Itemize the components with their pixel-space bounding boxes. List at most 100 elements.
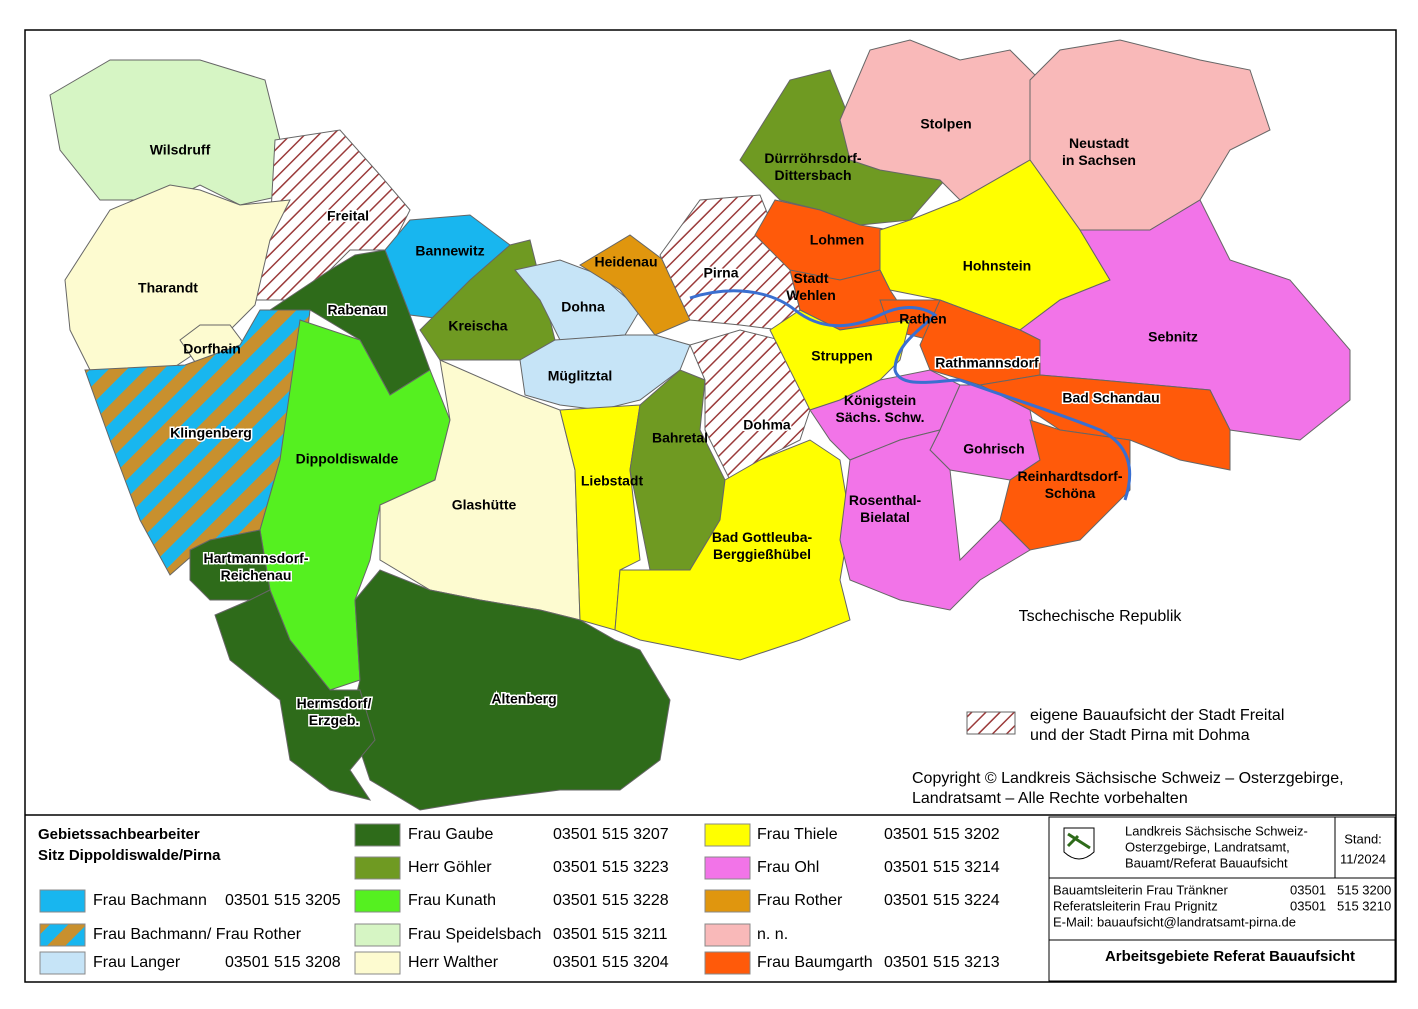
region-label: Bannewitz [415,243,484,259]
legend-swatch [704,823,751,847]
region [614,439,851,661]
region-label: Rathmannsdorf [935,355,1039,371]
region [49,59,286,206]
region [214,589,376,801]
region [689,329,811,481]
region-label: Lohmen [810,232,864,248]
legend-name: n. n. [757,926,788,943]
legend-name: Frau Kunath [408,892,496,909]
hatch-note: und der Stadt Pirna mit Dohma [1030,727,1250,744]
region-label: Dittersbach [774,167,851,183]
region-label: Rabenau [327,302,386,318]
region-label: Reinhardtsdorf- [1018,468,1123,484]
region-label: Wehlen [786,287,836,303]
legend-phone: 03501 515 3205 [225,892,341,909]
region-label: Sebnitz [1148,329,1198,345]
legend-swatch [354,889,401,913]
map-title: Arbeitsgebiete Referat Bauaufsicht [1105,948,1355,965]
legend-swatch [704,951,751,975]
legend-phone: 03501 515 3224 [884,892,1000,909]
authority: Landkreis Sächsische Schweiz- [1125,823,1308,838]
authority: Osterzgebirge, Landratsamt, [1125,839,1290,854]
stand-label: Stand: [1344,831,1382,846]
region-label: Dorfhain [183,341,241,357]
region-label: Stolpen [920,116,971,132]
legend-phone: 03501 515 3214 [884,859,1000,876]
regions [49,39,1351,811]
copyright: Copyright © Landkreis Sächsische Schweiz… [912,770,1344,787]
region-label: Kreischa [448,318,507,334]
region-label: Gohrisch [963,441,1024,457]
legend: Frau Bachmann 03501 515 3205 Frau Bachmann… [39,823,1000,975]
region-label: Hartmannsdorf- [203,550,308,566]
region-label: Dürrröhrsdorf- [764,150,862,166]
legend-swatch [39,951,86,975]
legend-phone: 03501 515 3202 [884,826,1000,843]
legend-name: Frau Bachmann [93,892,207,909]
region-label: Sächs. Schw. [836,409,925,425]
legend-title: Gebietssachbearbeiter [38,826,200,843]
region-label: Erzgeb. [309,712,360,728]
hatch-swatch [966,711,1016,735]
region-label: Neustadt [1069,135,1129,151]
region [978,374,1231,471]
region-label: Berggießhübel [713,546,811,562]
copyright: Landratsamt – Alle Rechte vorbehalten [912,790,1188,807]
region [514,259,641,341]
legend-title: Sitz Dippoldiswalde/Pirna [38,847,221,864]
legend-name: Frau Gaube [408,826,493,843]
region-label: Struppen [811,348,872,364]
region-label: Tharandt [138,280,198,296]
legend-name: Herr Walther [408,954,499,971]
legend-swatch [704,923,751,947]
legend-name: Frau Thiele [757,826,838,843]
region [929,384,1041,481]
legend-name: Frau Baumgarth [757,954,873,971]
region-label: Dohna [561,299,605,315]
region-label: Wilsdruff [150,142,211,158]
contact-name: Bauamtsleiterin Frau Tränkner [1053,882,1229,897]
region [268,249,431,396]
legend-name: Frau Ohl [757,859,819,876]
region-label: Heidenau [594,254,657,270]
region-label: Glashütte [452,497,517,513]
legend-swatch [354,951,401,975]
legend-swatch [354,856,401,880]
legend-phone: 03501 515 3207 [553,826,669,843]
legend-swatch [704,889,751,913]
region [999,419,1131,551]
legend-name: Frau Speidelsbach [408,926,541,943]
region-label: Bielatal [860,509,910,525]
legend-phone: 03501 515 3228 [553,892,669,909]
region-label: Rathen [899,311,946,327]
legend-swatch [354,923,401,947]
region-label: Stadt [794,270,829,286]
hatch-note: eigene Bauaufsicht der Stadt Freital [1030,707,1284,724]
region-label: Schöna [1045,485,1096,501]
email: E-Mail: bauaufsicht@landratsamt-pirna.de [1053,914,1296,929]
legend-name: Frau Bachmann/ Frau Rother [93,926,302,943]
river-elbe [689,289,1132,501]
region-label: Liebstadt [581,473,644,489]
region [349,569,671,811]
region-label: Bahretal [652,430,708,446]
contact-phone: 03501 515 3200 [1290,882,1391,897]
region-label: Reichenau [221,567,292,583]
legend-swatch [39,923,86,947]
legend-phone: 03501 515 3204 [553,954,669,971]
legend-phone: 03501 515 3208 [225,954,341,971]
country-label: Tschechische Republik [1019,608,1183,625]
legend-name: Frau Rother [757,892,843,909]
region-label: Rosenthal- [849,492,922,508]
region-label: Königstein [844,392,916,408]
region-label: Freital [327,208,369,224]
legend-swatch [704,856,751,880]
legend-swatch [39,889,86,913]
contact-name: Referatsleiterin Frau Prignitz [1053,898,1218,913]
legend-phone: 03501 515 3223 [553,859,669,876]
region-label: Hermsdorf/ [297,695,372,711]
region-label: Altenberg [491,691,556,707]
region-label: Pirna [703,265,738,281]
info-border [1048,816,1396,982]
